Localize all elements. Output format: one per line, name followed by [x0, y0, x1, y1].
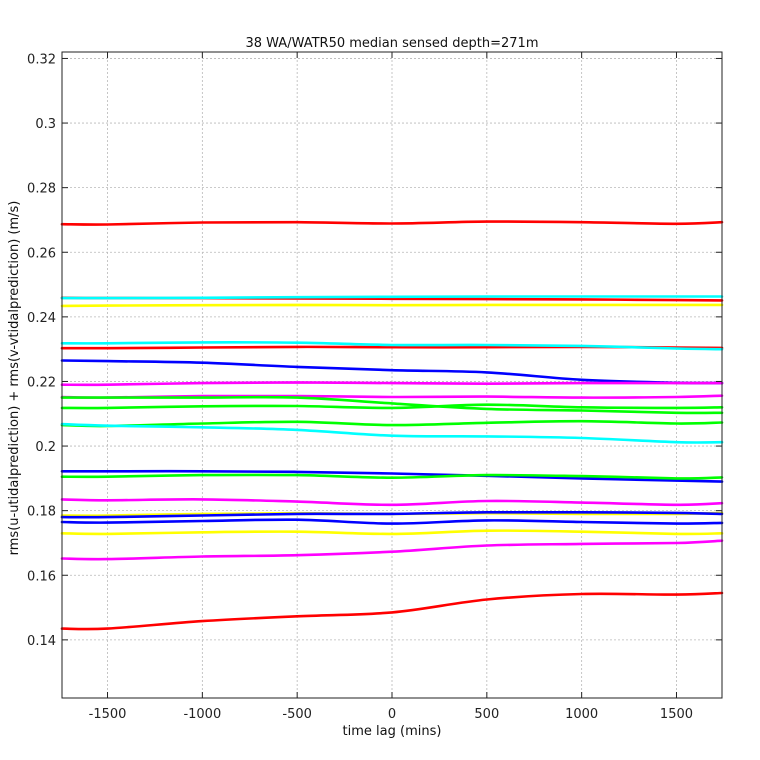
x-axis-label: time lag (mins) — [343, 724, 442, 739]
series-line-13 — [60, 422, 724, 444]
series-line-1 — [60, 220, 724, 226]
series-line-8 — [60, 381, 724, 387]
series-line-15 — [60, 473, 724, 480]
chart-title: 38 WA/WATR50 median sensed depth=271m — [245, 36, 538, 51]
y-tick-label: 0.16 — [27, 569, 56, 584]
y-axis-label: rms(u-utidalprediction) + rms(v-vtidalpr… — [7, 201, 22, 556]
x-tick-label: 1500 — [660, 707, 693, 722]
y-tick-label: 0.28 — [27, 182, 56, 197]
x-tick-label: 0 — [388, 707, 396, 722]
series-line-10 — [60, 395, 724, 415]
y-tick-label: 0.22 — [27, 375, 56, 390]
x-tick-label: -1500 — [89, 707, 127, 722]
series-line-20 — [60, 529, 724, 536]
axis-ticks: -1500 -1000 -500 0 500 1000 1500 0.14 0.16 0.18 0.… — [27, 52, 722, 722]
x-tick-label: -500 — [282, 707, 312, 722]
x-tick-label: 500 — [474, 707, 499, 722]
y-tick-label: 0.3 — [35, 117, 56, 132]
series-line-6 — [60, 341, 724, 351]
y-tick-label: 0.24 — [27, 311, 56, 326]
x-tick-label: 1000 — [565, 707, 598, 722]
series-line-21 — [60, 539, 724, 561]
y-tick-label: 0.26 — [27, 246, 56, 261]
series-line-14 — [60, 469, 724, 483]
series-line-19 — [60, 518, 724, 525]
y-tick-label: 0.32 — [27, 52, 56, 67]
series-line-3 — [60, 295, 724, 300]
y-tick-label: 0.14 — [27, 634, 56, 649]
x-tick-label: -1000 — [183, 707, 221, 722]
y-tick-label: 0.18 — [27, 505, 56, 520]
series-line-11 — [60, 403, 724, 410]
y-tick-label: 0.2 — [35, 440, 56, 455]
series-line-16 — [60, 498, 724, 507]
grid-lines — [62, 52, 722, 698]
series-group — [60, 220, 724, 631]
series-line-4 — [60, 303, 724, 308]
series-line-18 — [60, 510, 724, 519]
series-line-22 — [60, 591, 724, 631]
